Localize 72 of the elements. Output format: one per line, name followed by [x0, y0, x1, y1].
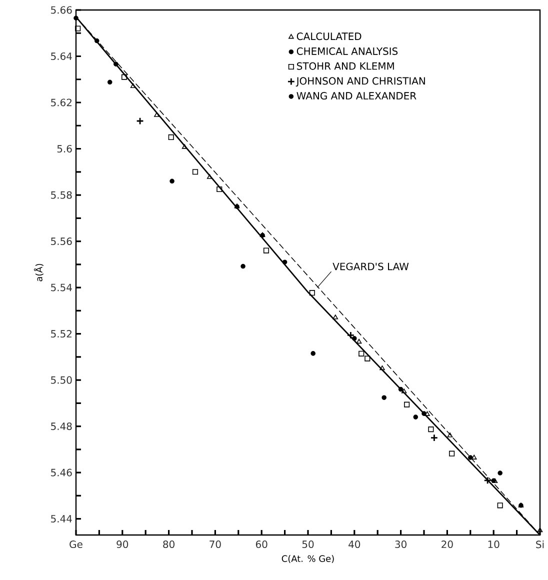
point [430, 434, 438, 442]
y-tick-label: 5.46 [51, 468, 72, 476]
point [310, 351, 316, 356]
point [398, 386, 404, 392]
point [380, 365, 385, 370]
y-tick-label: 5.6 [57, 144, 72, 153]
y-tick-label: 5.48 [51, 422, 72, 430]
point [74, 16, 78, 20]
x-tick-label: 60 [256, 540, 268, 548]
point [282, 260, 288, 264]
point [449, 450, 455, 456]
point [114, 62, 118, 67]
point [168, 134, 174, 140]
x-tick-label: Ge [70, 540, 82, 548]
point [447, 432, 453, 438]
annotation: VEGARD'S LAW [332, 262, 409, 270]
point [121, 74, 128, 80]
y-tick-label: 5.54 [51, 284, 72, 292]
x-tick-label: 90 [116, 540, 128, 548]
x-tick-label: Si [536, 540, 544, 548]
point [468, 455, 473, 460]
x-tick-label: 20 [442, 540, 453, 548]
y-tick-label: 5.64 [51, 52, 72, 60]
y-tick-label: 5.62 [51, 98, 72, 106]
point [428, 426, 434, 432]
y-tick-label: 5.56 [51, 237, 72, 246]
y-tick-label: 5.52 [51, 330, 72, 338]
point [346, 331, 355, 340]
point [170, 178, 174, 184]
x-axis-title: C(At. % Ge) [282, 555, 334, 564]
legend-label: JOHNSON AND CHRISTIAN [296, 77, 425, 87]
y-tick-label: 5.44 [51, 515, 72, 523]
y-tick-label: 5.66 [51, 6, 72, 14]
y-tick-label: 5.50 [51, 376, 72, 384]
point [484, 476, 492, 484]
x-tick-label: 80 [163, 540, 174, 548]
point [382, 395, 386, 400]
point [192, 169, 198, 175]
point [309, 290, 315, 296]
point [107, 80, 112, 85]
point [404, 402, 410, 408]
point [240, 264, 246, 269]
point [413, 414, 418, 420]
point [422, 411, 426, 416]
point [358, 350, 364, 356]
y-tick-label: 5.58 [51, 191, 72, 199]
point [216, 186, 222, 192]
point [136, 117, 144, 125]
point [332, 314, 338, 320]
x-tick-label: 70 [210, 540, 221, 548]
point [471, 454, 477, 460]
point [401, 388, 407, 394]
point [75, 26, 81, 32]
legend-label: WANG AND ALEXANDER [296, 92, 416, 100]
point [263, 248, 270, 254]
point [424, 411, 430, 416]
point [356, 338, 362, 344]
x-tick-label: 50 [302, 540, 314, 548]
point [364, 356, 370, 362]
point [497, 502, 503, 508]
x-tick-label: 10 [488, 540, 500, 548]
point [206, 174, 212, 179]
point [352, 336, 357, 341]
point [182, 144, 188, 149]
point [94, 38, 100, 44]
point [498, 470, 502, 476]
legend-label: CHEMICAL ANALYSIS [296, 47, 398, 55]
legend-label: CALCULATED [296, 32, 362, 40]
x-tick-label: 30 [395, 540, 406, 548]
legend-label: STOHR AND KLEMM [297, 62, 394, 70]
x-tick-label: 40 [348, 540, 360, 548]
y-axis-title: a(Å) [34, 264, 44, 282]
